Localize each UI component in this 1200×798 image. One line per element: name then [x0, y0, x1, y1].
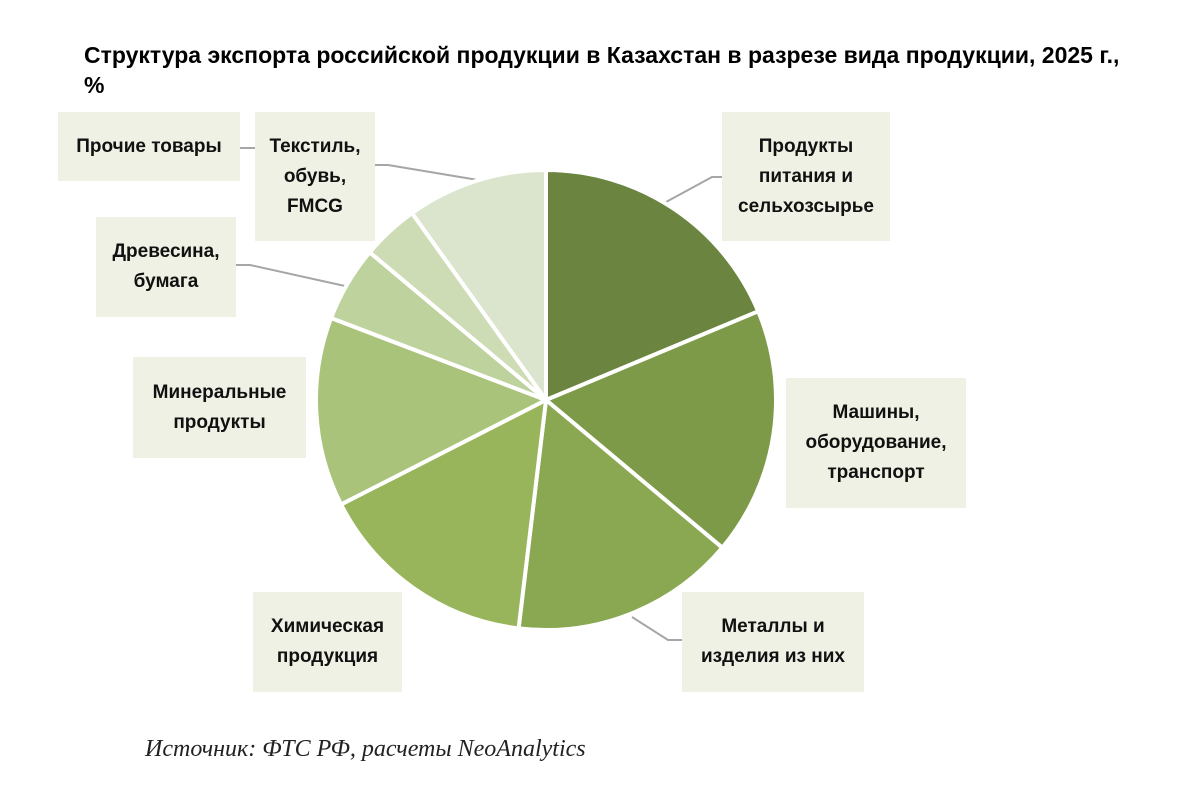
slice-label: Металлы и изделия из них — [682, 592, 864, 692]
leader-line — [654, 176, 722, 209]
slice-label: Текстиль, обувь, FMCG — [255, 112, 375, 241]
slice-label: Химическая продукция — [253, 592, 402, 692]
leader-line — [631, 616, 682, 641]
pie-slice — [409, 168, 548, 402]
leader-line — [236, 264, 346, 287]
pie-slice — [339, 398, 548, 631]
leader-line — [375, 164, 479, 181]
chart-title: Структура экспорта российской продукции … — [84, 42, 1120, 98]
slice-label: Машины, оборудование, транспорт — [786, 378, 966, 508]
pie-slice — [544, 309, 778, 550]
slice-label: Древесина, бумага — [96, 217, 236, 317]
pie-slice — [516, 398, 725, 632]
slice-label: Минеральные продукты — [133, 357, 306, 458]
source-note: Источник: ФТС РФ, расчеты NeoAnalytics — [145, 736, 586, 762]
slice-label: Прочие товары — [58, 112, 240, 181]
pie-slice — [544, 168, 761, 402]
pie-slice — [314, 316, 548, 507]
slice-label: Продукты питания и сельхозсырье — [722, 112, 890, 241]
